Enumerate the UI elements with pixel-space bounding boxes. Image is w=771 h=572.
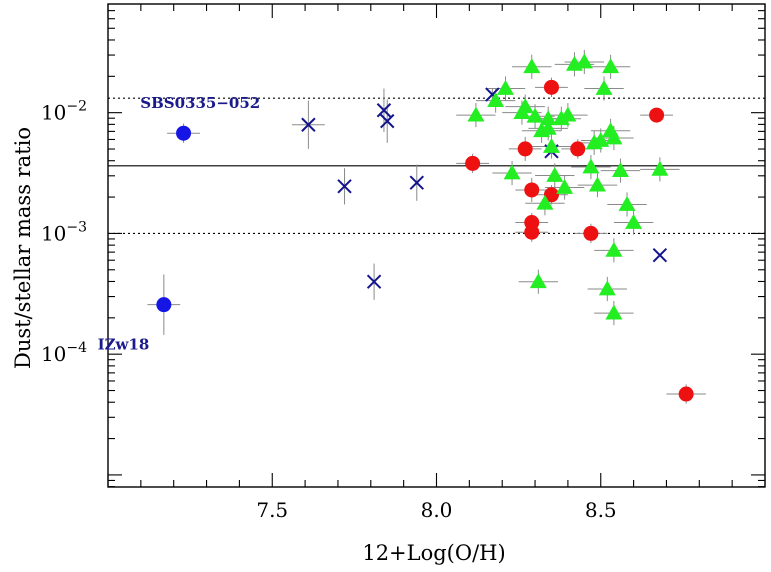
blue_circles-point xyxy=(176,125,192,141)
x-axis-title: 12+Log(O/H) xyxy=(362,541,505,565)
green_triangles-point xyxy=(575,53,593,69)
red_circles-point xyxy=(524,182,540,198)
green_triangles-point xyxy=(588,176,606,192)
crosses-point xyxy=(376,103,392,118)
green_triangles-point xyxy=(605,241,623,257)
green_triangles-point xyxy=(536,194,554,210)
green_triangles-point xyxy=(598,280,616,296)
green_triangles-point xyxy=(539,119,557,135)
green_triangles-point xyxy=(467,106,485,122)
green_triangles-point xyxy=(611,162,629,178)
red_circles-point xyxy=(517,141,533,157)
plot-frame xyxy=(107,3,766,488)
green_triangles-point xyxy=(605,129,623,145)
green_triangles-point xyxy=(556,179,574,194)
green_triangles-point xyxy=(651,160,669,176)
red_circles-point xyxy=(570,141,586,157)
green_triangles-point xyxy=(516,98,534,114)
green_triangles-point xyxy=(523,58,541,74)
green_triangles-point xyxy=(602,58,620,74)
x-tick-label: 8.5 xyxy=(585,498,617,522)
green_triangles-point xyxy=(595,80,613,95)
green_triangles-point xyxy=(503,164,521,180)
crosses-point xyxy=(380,113,395,129)
green_triangles-point xyxy=(496,80,514,95)
red_circles-point xyxy=(583,225,599,241)
red_circles-point xyxy=(465,155,481,171)
crosses-point xyxy=(366,274,382,289)
green_triangles-point xyxy=(618,195,636,211)
y-axis-title: Dust/stellar mass ratio xyxy=(11,127,35,369)
green_triangles-point xyxy=(529,273,547,289)
crosses-point xyxy=(337,179,352,194)
green_triangles-point xyxy=(559,106,577,122)
crosses-point xyxy=(301,117,316,132)
annotation-label: SBS0335−052 xyxy=(140,94,260,112)
green_triangles-point xyxy=(546,166,564,182)
y-tick-label: 10−3 xyxy=(41,219,87,245)
red_circles-point xyxy=(524,224,540,240)
red_circles-point xyxy=(649,107,665,123)
green_triangles-point xyxy=(526,107,544,123)
green_triangles-point xyxy=(487,92,505,107)
green_triangles-point xyxy=(625,214,643,229)
crosses-point xyxy=(652,247,668,263)
y-tick-label: 10−4 xyxy=(41,340,87,366)
x-tick-label: 7.5 xyxy=(256,498,288,522)
green_triangles-point xyxy=(605,304,623,320)
annotation-label: IZw18 xyxy=(98,335,150,353)
green_triangles-point xyxy=(539,110,557,126)
y-tick-label: 10−2 xyxy=(41,99,87,125)
green_triangles-point xyxy=(592,131,610,147)
x-tick-label: 8.0 xyxy=(421,498,453,522)
red_circles-point xyxy=(543,79,559,95)
green_triangles-point xyxy=(542,137,560,153)
crosses-point xyxy=(409,175,424,190)
blue_circles-point xyxy=(156,297,172,313)
green_triangles-point xyxy=(582,158,600,174)
red_circles-point xyxy=(678,386,694,402)
red_circles-point xyxy=(543,187,559,203)
